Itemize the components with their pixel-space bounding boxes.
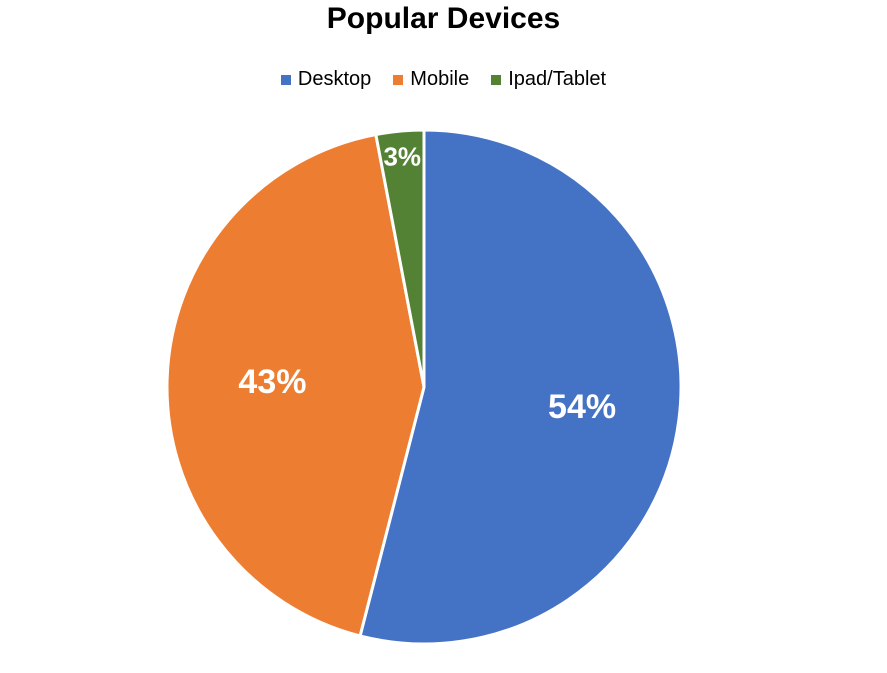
legend: Desktop Mobile Ipad/Tablet bbox=[0, 68, 887, 91]
pie-slice-mobile bbox=[165, 133, 426, 638]
legend-label-tablet: Ipad/Tablet bbox=[508, 68, 607, 90]
pie-slice-desktop bbox=[358, 128, 683, 646]
legend-item-desktop: Desktop bbox=[280, 68, 372, 91]
legend-item-tablet: Ipad/Tablet bbox=[491, 68, 606, 91]
legend-swatch-tablet bbox=[491, 74, 502, 85]
pie-slice-tablet bbox=[374, 128, 426, 389]
legend-swatch-mobile bbox=[393, 74, 404, 85]
legend-label-mobile: Mobile bbox=[410, 68, 470, 90]
legend-item-mobile: Mobile bbox=[393, 68, 469, 91]
legend-label-desktop: Desktop bbox=[297, 68, 372, 90]
data-label-mobile: 43% bbox=[238, 363, 306, 401]
data-label-desktop: 54% bbox=[548, 388, 616, 426]
legend-swatch-desktop bbox=[280, 74, 291, 85]
chart-title: Popular Devices bbox=[326, 2, 561, 35]
data-label-tablet: 3% bbox=[383, 142, 421, 172]
